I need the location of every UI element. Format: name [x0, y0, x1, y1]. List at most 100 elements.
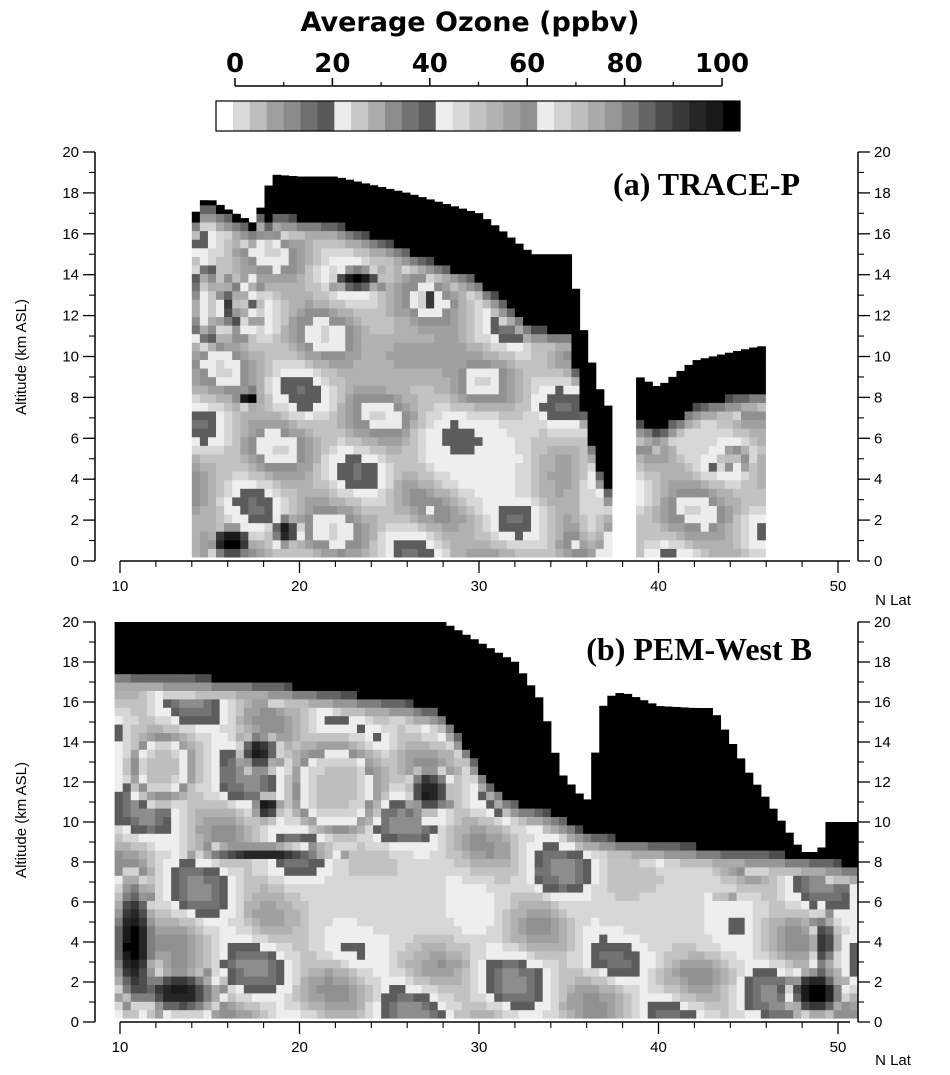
field-cell	[284, 934, 293, 943]
field-cell	[191, 359, 201, 369]
field-cell	[365, 715, 374, 725]
field-cell	[716, 436, 726, 446]
field-cell	[644, 445, 653, 455]
field-cell	[426, 325, 435, 335]
field-cell	[130, 690, 140, 700]
field-cell	[235, 690, 245, 700]
field-cell	[437, 883, 447, 893]
field-cell	[490, 350, 500, 360]
field-cell	[227, 707, 237, 717]
field-cell	[235, 925, 245, 935]
field-cell	[377, 307, 387, 318]
field-cell	[122, 992, 132, 1002]
field-cell	[312, 299, 322, 309]
field-cell	[522, 325, 532, 335]
field-cell	[470, 648, 479, 658]
field-cell	[453, 766, 463, 775]
field-cell	[381, 690, 390, 700]
field-cell	[146, 824, 156, 834]
field-cell	[240, 419, 249, 429]
field-cell	[171, 690, 180, 700]
field-cell	[187, 992, 196, 1002]
field-cell	[211, 808, 221, 817]
field-cell	[531, 445, 540, 455]
field-cell	[587, 548, 597, 558]
field-cell	[130, 791, 140, 801]
field-cell	[337, 299, 346, 309]
field-cell	[146, 908, 156, 918]
field-cell	[393, 221, 403, 232]
field-cell	[353, 505, 363, 515]
field-cell	[531, 393, 540, 403]
field-cell	[502, 917, 512, 927]
field-cell	[211, 875, 221, 885]
field-cell	[453, 908, 463, 918]
field-cell	[563, 419, 573, 429]
field-cell	[445, 1009, 455, 1019]
field-cell	[450, 350, 459, 360]
field-cell	[498, 393, 508, 403]
field-cell	[417, 548, 427, 558]
field-cell	[555, 393, 564, 403]
field-cell	[312, 316, 322, 326]
field-cell	[531, 385, 540, 395]
field-cell	[385, 410, 395, 421]
field-cell	[365, 1001, 374, 1011]
field-cell	[248, 436, 258, 446]
field-cell	[256, 350, 266, 360]
field-cell	[458, 539, 468, 549]
field-cell	[409, 194, 419, 197]
field-cell	[251, 1001, 261, 1011]
field-cell	[356, 917, 366, 927]
field-cell	[284, 950, 293, 960]
field-cell	[195, 875, 205, 885]
field-cell	[216, 204, 225, 214]
field-cell	[732, 385, 742, 395]
field-cell	[652, 471, 661, 481]
field-cell	[442, 471, 451, 481]
field-cell	[300, 824, 310, 834]
field-cell	[268, 622, 277, 624]
field-cell	[345, 393, 354, 403]
field-cell	[393, 230, 403, 240]
field-cell	[235, 892, 245, 901]
field-cell	[708, 376, 718, 386]
field-cell	[429, 715, 439, 725]
field-cell	[114, 967, 124, 977]
field-cell	[348, 648, 358, 658]
field-cell	[381, 665, 390, 675]
field-cell	[227, 942, 237, 952]
field-cell	[340, 774, 350, 784]
field-cell	[506, 247, 516, 257]
field-cell	[373, 917, 382, 927]
field-cell	[453, 656, 463, 666]
field-cell	[256, 290, 266, 300]
field-cell	[405, 967, 415, 977]
field-cell	[251, 900, 261, 910]
field-cell	[300, 850, 310, 859]
field-cell	[470, 724, 479, 733]
field-cell	[437, 673, 447, 683]
field-cell	[276, 707, 285, 717]
field-cell	[603, 436, 613, 446]
field-cell	[329, 496, 338, 506]
field-cell	[405, 740, 415, 750]
field-cell	[470, 824, 479, 834]
field-cell	[232, 445, 241, 455]
field-cell	[300, 1001, 310, 1011]
field-cell	[684, 428, 694, 438]
field-cell	[514, 290, 524, 300]
field-cell	[409, 496, 419, 506]
field-cell	[437, 622, 447, 624]
field-cell	[405, 950, 415, 960]
field-cell	[332, 698, 342, 708]
field-cell	[453, 740, 463, 750]
field-cell	[191, 299, 201, 309]
field-cell	[251, 732, 261, 742]
field-cell	[155, 724, 164, 733]
field-cell	[337, 247, 346, 257]
field-cell	[434, 282, 443, 292]
y-tick-label-left: 14	[62, 267, 79, 284]
field-cell	[417, 531, 427, 541]
field-cell	[587, 471, 597, 481]
